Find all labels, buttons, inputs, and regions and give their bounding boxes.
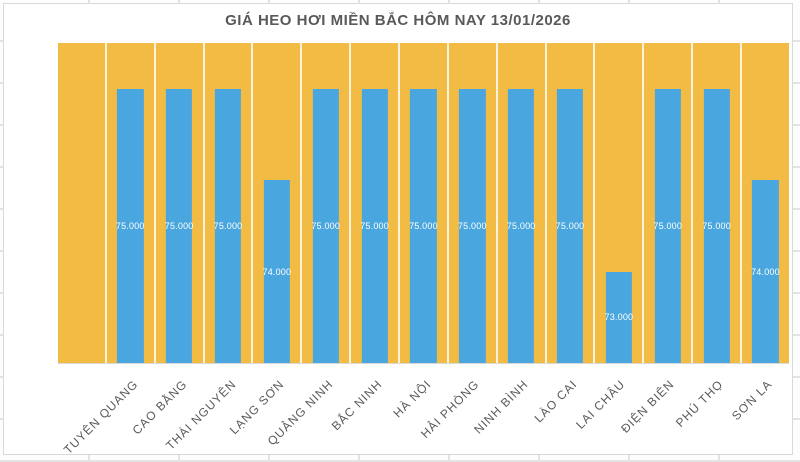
x-axis-label: PHÚ THỌ	[672, 377, 726, 430]
category-column: 75.000	[205, 43, 254, 363]
bar: 75.000	[360, 88, 389, 363]
bar-value-label: 75.000	[506, 220, 536, 231]
category-column: 75.000	[644, 43, 694, 363]
category-column: 75.000	[351, 43, 401, 363]
category-column: 74.000	[253, 43, 303, 363]
category-column	[58, 43, 107, 363]
x-axis-label: LÀO CAI	[531, 377, 580, 426]
x-axis-label: SƠN LA	[728, 377, 775, 423]
category-column: 74.000	[742, 43, 789, 363]
bar-value-label: 73.000	[604, 312, 634, 323]
category-column: 75.000	[547, 43, 596, 363]
bar-value-label: 75.000	[409, 220, 438, 231]
bar: 75.000	[506, 88, 536, 363]
bar: 73.000	[604, 271, 634, 363]
bar-value-label: 75.000	[213, 220, 243, 231]
category-column: 75.000	[449, 43, 498, 363]
bar-value-label: 75.000	[360, 220, 389, 231]
chart-title: GIÁ HEO HƠI MIỀN BẮC HÔM NAY 13/01/2026	[225, 12, 571, 29]
x-axis: TUYÊN QUANG CAO BẰNG THÁI NGUYÊN LẠNG SƠN QU…	[58, 364, 789, 457]
category-column: 75.000	[693, 43, 743, 363]
plot-area: 75.000 75.000 75.000 74.000 75.000 75.000 75.0…	[58, 43, 789, 364]
category-column: 75.000	[498, 43, 547, 363]
bar-value-label: 75.000	[555, 220, 585, 231]
category-column: 75.000	[302, 43, 352, 363]
x-axis-label: HÀ NỘI	[390, 377, 434, 421]
category-column: 73.000	[595, 43, 645, 363]
x-axis-label: BẮC NINH	[328, 377, 385, 434]
category-column: 75.000	[400, 43, 449, 363]
category-column: 75.000	[156, 43, 205, 363]
bar: 75.000	[115, 88, 145, 363]
bar: 75.000	[555, 88, 585, 363]
bar-value-label: 74.000	[751, 266, 780, 277]
bar: 74.000	[262, 180, 292, 363]
bar-value-label: 75.000	[311, 220, 341, 231]
bar-value-label: 75.000	[702, 220, 731, 231]
bar: 74.000	[751, 180, 780, 363]
bar: 75.000	[213, 88, 243, 363]
bar-value-label: 74.000	[262, 266, 292, 277]
bar: 75.000	[409, 88, 438, 363]
bar: 75.000	[702, 88, 731, 363]
bar: 75.000	[164, 88, 194, 363]
bar: 75.000	[653, 88, 683, 363]
bar: 75.000	[457, 88, 487, 363]
chart-frame[interactable]: GIÁ HEO HƠI MIỀN BẮC HÔM NAY 13/01/2026 …	[3, 3, 793, 457]
category-column: 75.000	[107, 43, 156, 363]
bar-value-label: 75.000	[115, 220, 145, 231]
x-axis-label: TUYÊN QUANG	[61, 377, 141, 457]
bar: 75.000	[311, 88, 341, 363]
bar-value-label: 75.000	[164, 220, 194, 231]
bar-value-label: 75.000	[457, 220, 487, 231]
bar-value-label: 75.000	[653, 220, 683, 231]
